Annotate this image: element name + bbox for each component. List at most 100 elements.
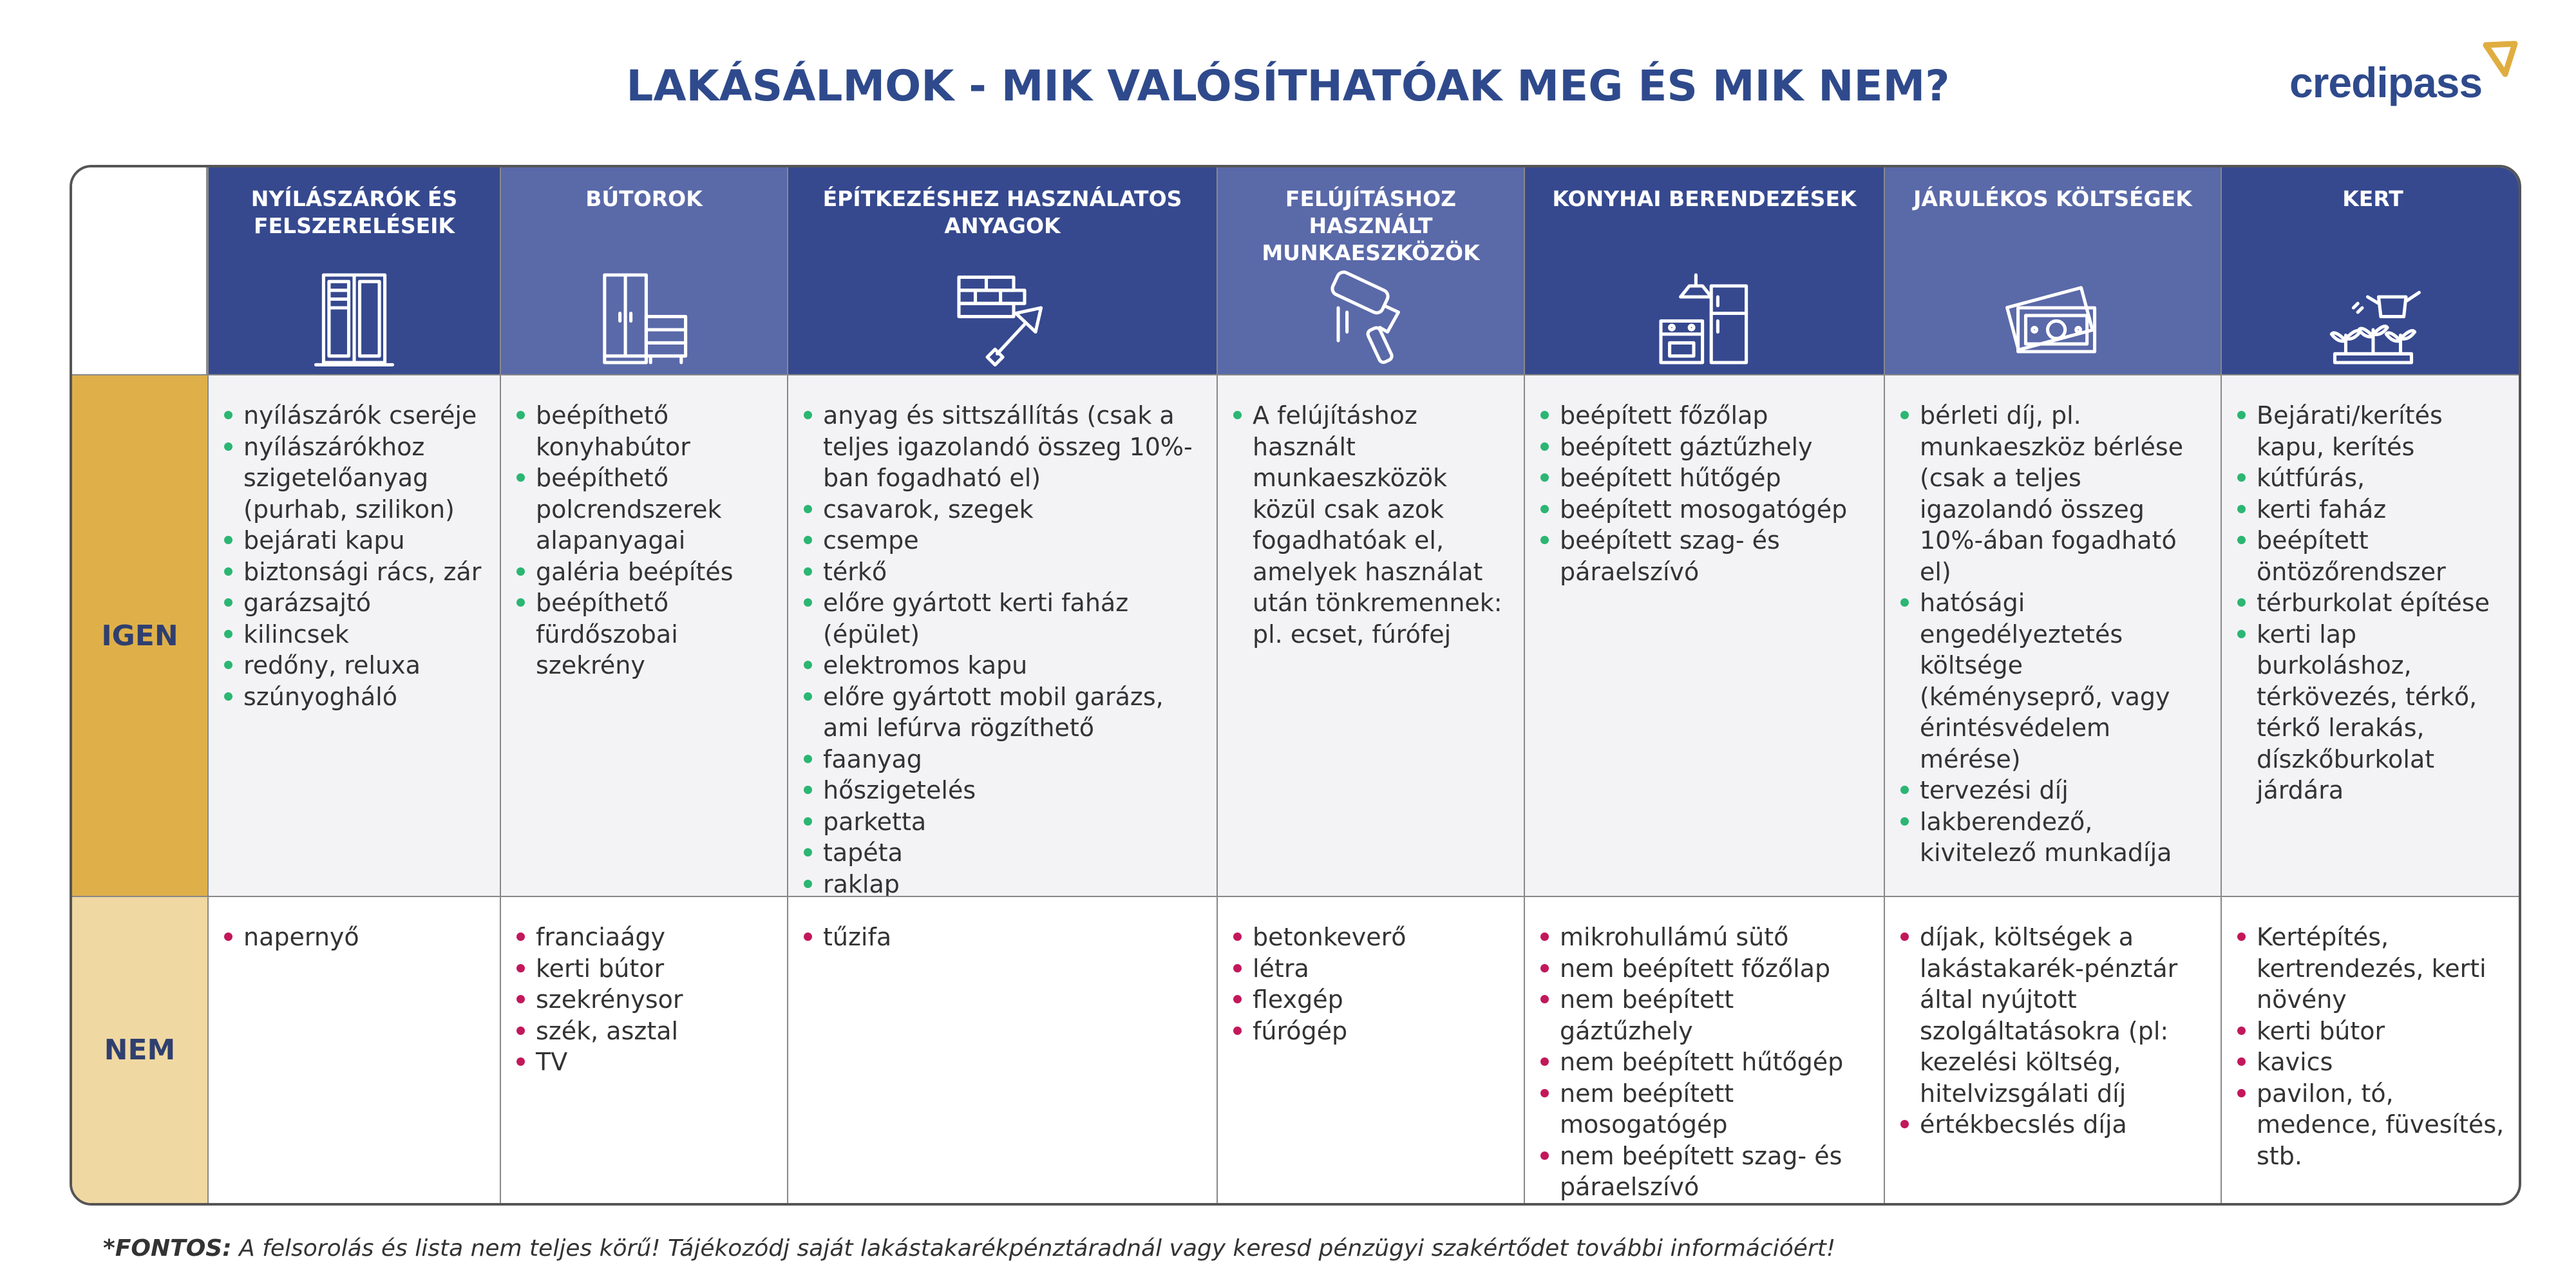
- list-item: létra: [1232, 953, 1512, 985]
- no-cell: betonkeverő létra flexgép fúrógép: [1217, 896, 1524, 1203]
- list-item: redőny, reluxa: [223, 650, 488, 681]
- list-item: hatósági engedélyeztetés költsége (kémén…: [1899, 587, 2209, 775]
- yes-cell: A felújításhoz használt munkaeszközök kö…: [1217, 374, 1524, 896]
- item-list: mikrohullámú sütő nem beépített főzőlap ne…: [1525, 897, 1884, 1203]
- list-item: hőszigetelés: [802, 775, 1205, 806]
- yes-cell: beépített főzőlap beépített gáztűzhely beé…: [1524, 374, 1884, 896]
- list-item: betonkeverő: [1232, 922, 1512, 953]
- item-list: bérleti díj, pl. munkaeszköz bérlése (cs…: [1885, 375, 2221, 869]
- no-cell: mikrohullámú sütő nem beépített főzőlap ne…: [1524, 896, 1884, 1203]
- column-header: BÚTOROK: [500, 167, 787, 374]
- column-title: KERT: [2342, 186, 2403, 211]
- row-label: NEM: [72, 896, 207, 1203]
- list-item: beépített mosogatógép: [1539, 494, 1872, 526]
- list-item: biztonsági rács, zár: [223, 556, 488, 588]
- list-item: Bejárati/kerítés kapu, kerítés: [2236, 400, 2512, 462]
- footnote-text: A felsorolás és lista nem teljes körű! T…: [239, 1235, 1836, 1262]
- list-item: előre gyártott mobil garázs, ami lefúrva…: [802, 681, 1205, 744]
- list-item: A felújításhoz használt munkaeszközök kö…: [1232, 400, 1512, 650]
- column-icon: [314, 273, 395, 366]
- column-title: KONYHAI BERENDEZÉSEK: [1552, 186, 1857, 211]
- column-icon: [956, 275, 1043, 367]
- list-item: bejárati kapu: [223, 525, 488, 556]
- list-item: lakberendező, kivitelező munkadíja: [1899, 806, 2209, 869]
- list-item: bérleti díj, pl. munkaeszköz bérlése (cs…: [1899, 400, 2209, 587]
- list-item: szék, asztal: [515, 1016, 775, 1047]
- list-item: parketta: [802, 806, 1205, 838]
- list-item: szúnyogháló: [223, 681, 488, 713]
- list-item: anyag és sittszállítás (csak a teljes ig…: [802, 400, 1205, 494]
- item-list: Bejárati/kerítés kapu, kerítés kútfúrás, k…: [2222, 375, 2519, 806]
- column-icon: [2329, 290, 2421, 365]
- list-item: flexgép: [1232, 984, 1512, 1016]
- list-item: kerti bútor: [2236, 1016, 2512, 1047]
- list-item: kerti faház: [2236, 494, 2512, 526]
- list-item: Kertépítés, kertrendezés, kerti növény: [2236, 922, 2512, 1016]
- list-item: kerti bútor: [515, 953, 775, 985]
- table: IGEN NEM NYÍLÁSZÁRÓK ÉS FELSZERELÉSEIK nyíl…: [70, 165, 2521, 1206]
- column-icon: [2005, 286, 2096, 354]
- list-item: nem beépített gáztűzhely: [1539, 984, 1872, 1046]
- list-item: nem beépített hűtőgép: [1539, 1046, 1872, 1078]
- item-list: beépíthető konyhabútor beépíthető polcren…: [501, 375, 787, 681]
- item-list: napernyő: [209, 897, 500, 953]
- no-cell: díjak, költségek a lakástakarék-pénztár …: [1884, 896, 2221, 1203]
- footnote-label: *FONTOS:: [103, 1235, 232, 1262]
- item-list: Kertépítés, kertrendezés, kerti növény ke…: [2222, 897, 2519, 1172]
- column-title: BÚTOROK: [585, 186, 703, 211]
- column-header: JÁRULÉKOS KÖLTSÉGEK: [1884, 167, 2221, 374]
- column-icon: [1330, 270, 1400, 365]
- list-item: faanyag: [802, 744, 1205, 775]
- column-title: JÁRULÉKOS KÖLTSÉGEK: [1913, 186, 2192, 211]
- list-item: nem beépített főzőlap: [1539, 953, 1872, 985]
- no-cell: napernyő: [207, 896, 500, 1203]
- no-cell: Kertépítés, kertrendezés, kerti növény ke…: [2221, 896, 2519, 1203]
- page-title: LAKÁSÁLMOK - MIK VALÓSÍTHATÓAK MEG ÉS MI…: [626, 61, 1950, 111]
- list-item: tervezési díj: [1899, 775, 2209, 806]
- corner-cell: [72, 167, 207, 374]
- list-item: kavics: [2236, 1046, 2512, 1078]
- yes-cell: anyag és sittszállítás (csak a teljes ig…: [787, 374, 1217, 898]
- item-list: A felújításhoz használt munkaeszközök kö…: [1218, 375, 1524, 650]
- list-item: tapéta: [802, 837, 1205, 869]
- column-header: KERT: [2221, 167, 2519, 374]
- list-item: térkő: [802, 556, 1205, 588]
- list-item: értékbecslés díja: [1899, 1109, 2209, 1141]
- list-item: mikrohullámú sütő: [1539, 922, 1872, 953]
- column-title: ÉPÍTKEZÉSHEZ HASZNÁLATOS ANYAGOK: [822, 186, 1182, 238]
- column-header: FELÚJÍTÁSHOZ HASZNÁLT MUNKAESZKÖZÖK: [1217, 167, 1524, 374]
- list-item: galéria beépítés: [515, 556, 775, 588]
- list-item: beépített hűtőgép: [1539, 462, 1872, 494]
- footnote: *FONTOS: A felsorolás és lista nem telje…: [103, 1235, 1835, 1262]
- list-item: franciaágy: [515, 922, 775, 953]
- column-icon: [1658, 273, 1748, 365]
- list-item: beépíthető polcrendszerek alapanyagai: [515, 462, 775, 556]
- yes-cell: bérleti díj, pl. munkaeszköz bérlése (cs…: [1884, 374, 2221, 896]
- list-item: nyílászárókhoz szigetelőanyag (purhab, s…: [223, 431, 488, 526]
- list-item: díjak, költségek a lakástakarék-pénztár …: [1899, 922, 2209, 1109]
- yes-cell: beépíthető konyhabútor beépíthető polcren…: [500, 374, 787, 896]
- list-item: csempe: [802, 525, 1205, 556]
- list-item: kerti lap burkoláshoz, térkövezés, térkő…: [2236, 619, 2512, 806]
- column-title: FELÚJÍTÁSHOZ HASZNÁLT MUNKAESZKÖZÖK: [1262, 186, 1480, 265]
- item-list: anyag és sittszállítás (csak a teljes ig…: [788, 375, 1217, 900]
- list-item: garázsajtó: [223, 587, 488, 619]
- column-header: ÉPÍTKEZÉSHEZ HASZNÁLATOS ANYAGOK: [787, 167, 1217, 374]
- list-item: beépített öntözőrendszer: [2236, 525, 2512, 587]
- list-item: beépített szag- és páraelszívó: [1539, 525, 1872, 587]
- column-title: NYÍLÁSZÁRÓK ÉS FELSZERELÉSEIK: [251, 186, 458, 238]
- item-list: nyílászárók cseréje nyílászárókhoz sziget…: [209, 375, 500, 712]
- list-item: TV: [515, 1046, 775, 1078]
- list-item: szekrénysor: [515, 984, 775, 1016]
- list-item: térburkolat építése: [2236, 587, 2512, 619]
- item-list: tűzifa: [788, 897, 1217, 953]
- logo: credipass: [2289, 59, 2483, 106]
- list-item: kútfúrás,: [2236, 462, 2512, 494]
- logo-mark: [2483, 41, 2518, 77]
- no-cell: tűzifa: [787, 896, 1217, 1203]
- list-item: pavilon, tó, medence, füvesítés, stb.: [2236, 1078, 2512, 1172]
- list-item: beépíthető konyhabútor: [515, 400, 775, 462]
- list-item: elektromos kapu: [802, 650, 1205, 681]
- column-header: NYÍLÁSZÁRÓK ÉS FELSZERELÉSEIK: [207, 167, 500, 374]
- row-label: IGEN: [72, 374, 207, 896]
